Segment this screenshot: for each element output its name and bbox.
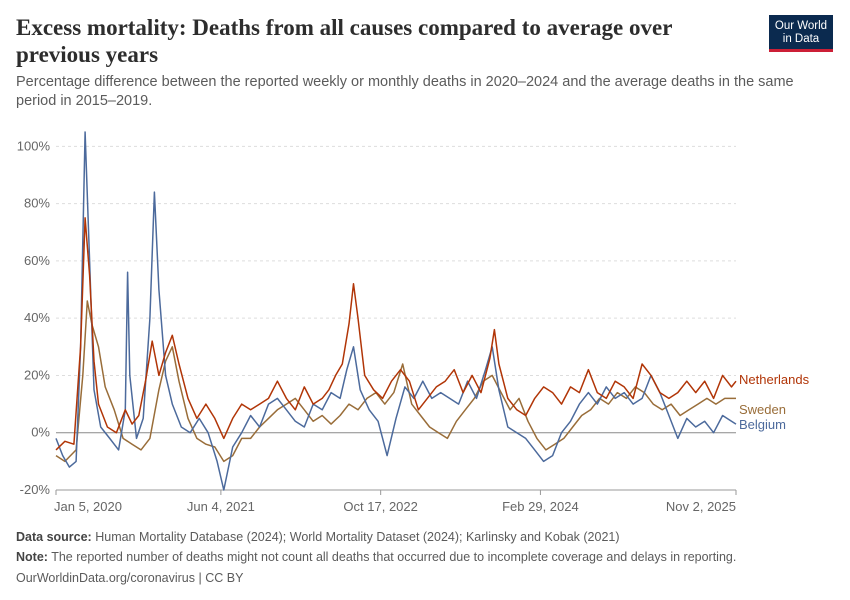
series-line-sweden[interactable] <box>55 300 736 463</box>
x-axis: Jan 5, 2020 Jun 4, 2021 Oct 17, 2022 Feb 29… <box>54 489 737 514</box>
x-tick-label: Nov 2, 2025 <box>666 499 736 514</box>
y-tick-label: 20% <box>24 367 50 382</box>
x-tick-label: Jun 4, 2021 <box>187 499 255 514</box>
grid-lines <box>56 145 736 491</box>
note-text: The reported number of deaths might not … <box>51 550 737 564</box>
credit-link[interactable]: OurWorldinData.org/coronavirus | CC BY <box>16 571 244 585</box>
logo-line-1: Our World <box>774 20 828 32</box>
series-line-belgium[interactable] <box>55 131 737 491</box>
series-line-netherlands[interactable] <box>55 217 737 451</box>
y-tick-label: 0% <box>31 425 50 440</box>
y-tick-label: 40% <box>24 310 50 325</box>
chart-subtitle: Percentage difference between the report… <box>16 74 794 109</box>
y-tick-label: 60% <box>24 253 50 268</box>
legend-label-belgium: Belgium <box>739 417 786 432</box>
chart-title: Excess mortality: Deaths from all causes… <box>16 15 672 67</box>
x-tick-label: Feb 29, 2024 <box>502 499 579 514</box>
note-label: Note: <box>16 550 48 564</box>
source-text: Human Mortality Database (2024); World M… <box>95 530 620 544</box>
series-lines <box>55 131 737 491</box>
y-axis: -20% 0% 20% 40% 60% 80% 100% <box>17 138 51 497</box>
y-tick-label: -20% <box>20 482 51 497</box>
y-tick-label: 80% <box>24 196 50 211</box>
x-tick-label: Oct 17, 2022 <box>343 499 417 514</box>
logo-line-2: in Data <box>782 33 820 45</box>
data-source: Data source: Human Mortality Database (2… <box>16 529 620 545</box>
source-label: Data source: <box>16 530 92 544</box>
legend-label-netherlands: Netherlands <box>739 372 810 387</box>
y-tick-label: 100% <box>17 138 51 153</box>
owid-logo[interactable]: Our World in Data <box>769 15 833 52</box>
chart-note: Note: The reported number of deaths migh… <box>16 549 736 565</box>
x-tick-label: Jan 5, 2020 <box>54 499 122 514</box>
legend-label-sweden: Sweden <box>739 402 786 417</box>
